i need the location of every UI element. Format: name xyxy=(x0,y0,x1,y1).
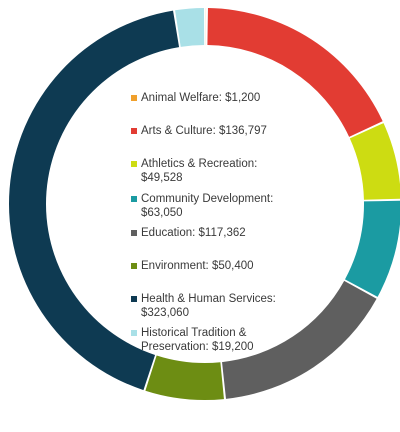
slice-community-development xyxy=(344,200,400,297)
slice-health-human-services xyxy=(9,10,180,391)
legend-swatch xyxy=(131,95,137,101)
legend-label: Athletics & Recreation: $49,528 xyxy=(141,158,258,184)
legend-swatch xyxy=(131,128,137,134)
legend-label: Health & Human Services: $323,060 xyxy=(141,293,276,319)
legend-label: Arts & Culture: $136,797 xyxy=(141,125,267,137)
legend-label: Environment: $50,400 xyxy=(141,260,254,272)
slice-environment xyxy=(145,355,224,400)
legend-swatch xyxy=(131,263,137,269)
slice-arts-culture xyxy=(207,8,383,137)
legend-label: Historical Tradition & Preservation: $19… xyxy=(141,327,254,353)
legend-item-education: Education: $117,362 xyxy=(131,226,306,240)
legend-swatch xyxy=(131,196,137,202)
slice-education xyxy=(222,280,377,399)
legend-swatch xyxy=(131,230,137,236)
legend-label: Community Development: $63,050 xyxy=(141,193,274,219)
legend-label: Animal Welfare: $1,200 xyxy=(141,92,261,104)
legend-swatch xyxy=(131,330,137,336)
slice-historical-tradition-preservation xyxy=(175,8,205,47)
legend-item-health-human-services: Health & Human Services: $323,060 xyxy=(131,292,306,320)
slice-athletics-recreation xyxy=(349,123,400,200)
legend-item-environment: Environment: $50,400 xyxy=(131,259,306,273)
legend-item-community-development: Community Development: $63,050 xyxy=(131,192,306,220)
legend-item-historical-tradition: Historical Tradition & Preservation: $19… xyxy=(131,326,306,354)
legend-item-arts-culture: Arts & Culture: $136,797 xyxy=(131,124,306,138)
legend-label: Education: $117,362 xyxy=(141,227,246,239)
legend-item-athletics-recreation: Athletics & Recreation: $49,528 xyxy=(131,157,306,185)
legend-item-animal-welfare: Animal Welfare: $1,200 xyxy=(131,91,306,105)
legend-swatch xyxy=(131,161,137,167)
legend-swatch xyxy=(131,296,137,302)
